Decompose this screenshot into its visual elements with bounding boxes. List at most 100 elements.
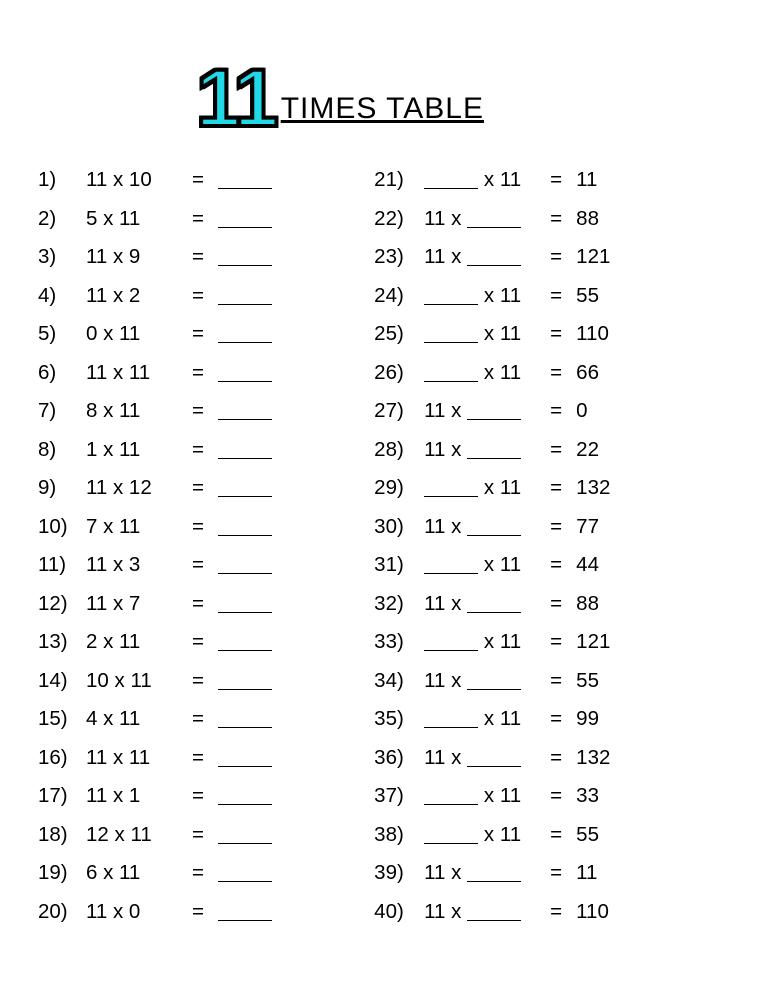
answer-blank[interactable] bbox=[467, 749, 521, 767]
question-row: 26) x 11= 66 bbox=[374, 361, 730, 400]
question-number: 33) bbox=[374, 630, 424, 654]
answer-blank[interactable] bbox=[467, 248, 521, 266]
expression: 11 x 7 bbox=[86, 592, 192, 616]
answer-blank[interactable] bbox=[218, 787, 272, 805]
answer-blank[interactable] bbox=[218, 749, 272, 767]
answer-blank[interactable] bbox=[218, 595, 272, 613]
equals-sign: = bbox=[192, 361, 218, 385]
question-row: 3)11 x 9= bbox=[38, 245, 364, 284]
question-number: 38) bbox=[374, 823, 424, 847]
question-number: 17) bbox=[38, 784, 86, 808]
expression: 11 x 3 bbox=[86, 553, 192, 577]
answer-blank[interactable] bbox=[218, 518, 272, 536]
expression: 11 x bbox=[424, 515, 550, 539]
result-value: 55 bbox=[576, 284, 599, 308]
expression: 4 x 11 bbox=[86, 707, 192, 731]
answer-blank[interactable] bbox=[424, 325, 478, 343]
answer-blank[interactable] bbox=[424, 787, 478, 805]
question-row: 7)8 x 11= bbox=[38, 399, 364, 438]
equals-sign: = bbox=[550, 707, 576, 731]
answer-blank[interactable] bbox=[424, 171, 478, 189]
answer-blank[interactable] bbox=[218, 287, 272, 305]
answer-blank[interactable] bbox=[467, 672, 521, 690]
answer-blank[interactable] bbox=[424, 633, 478, 651]
result-value: 11 bbox=[576, 861, 597, 885]
answer-blank[interactable] bbox=[218, 364, 272, 382]
expression: x 11 bbox=[424, 707, 550, 731]
result-value: 121 bbox=[576, 630, 610, 654]
question-row: 36)11 x = 132 bbox=[374, 746, 730, 785]
answer-blank[interactable] bbox=[467, 518, 521, 536]
question-row: 15)4 x 11= bbox=[38, 707, 364, 746]
answer-blank[interactable] bbox=[218, 248, 272, 266]
answer-blank[interactable] bbox=[467, 402, 521, 420]
expression: 11 x 12 bbox=[86, 476, 192, 500]
equals-sign: = bbox=[192, 746, 218, 770]
equals-sign: = bbox=[192, 207, 218, 231]
expression: x 11 bbox=[424, 361, 550, 385]
question-number: 25) bbox=[374, 322, 424, 346]
answer-blank[interactable] bbox=[218, 633, 272, 651]
answer-blank[interactable] bbox=[424, 287, 478, 305]
answer-blank[interactable] bbox=[218, 672, 272, 690]
answer-blank[interactable] bbox=[218, 710, 272, 728]
question-row: 11)11 x 3= bbox=[38, 553, 364, 592]
answer-blank[interactable] bbox=[218, 826, 272, 844]
expression: x 11 bbox=[424, 168, 550, 192]
expression: 10 x 11 bbox=[86, 669, 192, 693]
answer-blank[interactable] bbox=[467, 864, 521, 882]
equals-sign: = bbox=[550, 245, 576, 269]
answer-blank[interactable] bbox=[424, 556, 478, 574]
answer-blank[interactable] bbox=[218, 479, 272, 497]
question-row: 25) x 11= 110 bbox=[374, 322, 730, 361]
expression-fixed-part: x 11 bbox=[478, 823, 521, 846]
equals-sign: = bbox=[192, 476, 218, 500]
expression: 11 x bbox=[424, 746, 550, 770]
question-row: 37) x 11= 33 bbox=[374, 784, 730, 823]
question-row: 34)11 x = 55 bbox=[374, 669, 730, 708]
result-value: 66 bbox=[576, 361, 599, 385]
answer-blank[interactable] bbox=[424, 710, 478, 728]
question-number: 22) bbox=[374, 207, 424, 231]
expression: 11 x 1 bbox=[86, 784, 192, 808]
equals-sign: = bbox=[550, 784, 576, 808]
answer-blank[interactable] bbox=[424, 364, 478, 382]
question-number: 16) bbox=[38, 746, 86, 770]
expression: x 11 bbox=[424, 553, 550, 577]
question-row: 18)12 x 11= bbox=[38, 823, 364, 862]
equals-sign: = bbox=[192, 515, 218, 539]
expression: x 11 bbox=[424, 784, 550, 808]
answer-blank[interactable] bbox=[218, 325, 272, 343]
answer-blank[interactable] bbox=[218, 402, 272, 420]
answer-blank[interactable] bbox=[218, 210, 272, 228]
equals-sign: = bbox=[550, 553, 576, 577]
expression-fixed-part: 11 x bbox=[424, 746, 467, 769]
expression: 0 x 11 bbox=[86, 322, 192, 346]
answer-blank[interactable] bbox=[467, 441, 521, 459]
answer-blank[interactable] bbox=[218, 441, 272, 459]
answer-blank[interactable] bbox=[424, 826, 478, 844]
question-number: 13) bbox=[38, 630, 86, 654]
question-row: 9)11 x 12= bbox=[38, 476, 364, 515]
answer-blank[interactable] bbox=[218, 864, 272, 882]
expression: x 11 bbox=[424, 284, 550, 308]
big-number: 11 bbox=[196, 58, 275, 140]
answer-blank[interactable] bbox=[467, 903, 521, 921]
question-number: 11) bbox=[38, 553, 86, 577]
answer-blank[interactable] bbox=[218, 171, 272, 189]
answer-blank[interactable] bbox=[218, 903, 272, 921]
answer-blank[interactable] bbox=[467, 595, 521, 613]
equals-sign: = bbox=[192, 322, 218, 346]
question-number: 15) bbox=[38, 707, 86, 731]
answer-blank[interactable] bbox=[467, 210, 521, 228]
answer-blank[interactable] bbox=[424, 479, 478, 497]
equals-sign: = bbox=[192, 592, 218, 616]
answer-blank[interactable] bbox=[218, 556, 272, 574]
equals-sign: = bbox=[192, 399, 218, 423]
question-row: 12)11 x 7= bbox=[38, 592, 364, 631]
result-value: 88 bbox=[576, 207, 599, 231]
expression: 11 x bbox=[424, 900, 550, 924]
result-value: 132 bbox=[576, 746, 610, 770]
expression: 11 x bbox=[424, 669, 550, 693]
equals-sign: = bbox=[550, 669, 576, 693]
